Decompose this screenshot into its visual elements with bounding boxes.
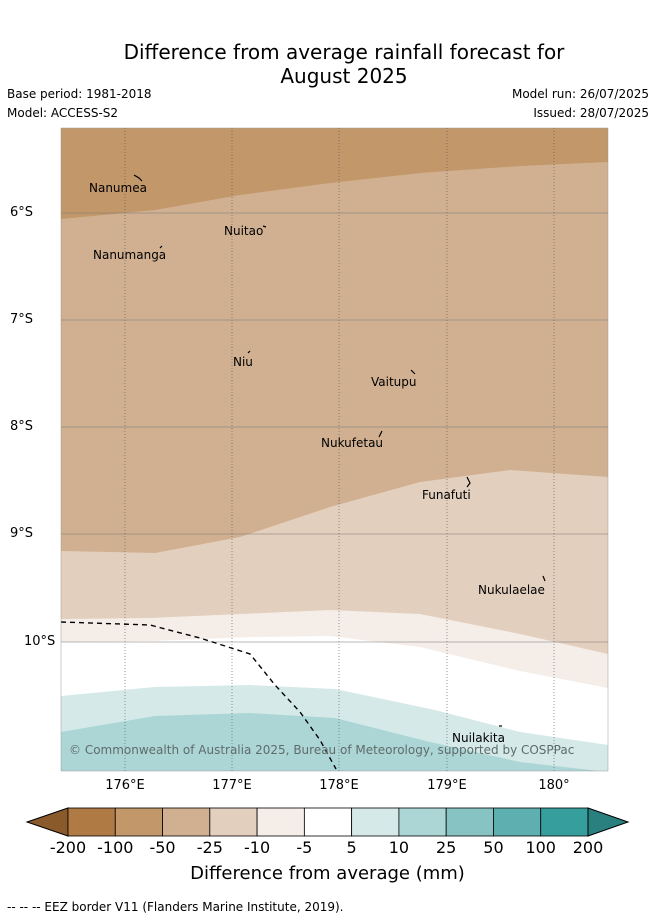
eez-border [61,621,337,770]
lat-label: 9°S [10,526,34,541]
colorbar-cell [445,807,494,837]
colorbar-tick: 100 [525,838,556,857]
colorbar-tick: 200 [572,838,604,857]
lat-label: 8°S [10,419,34,434]
band-pos-25 [61,713,608,771]
place-label: Nukufetau [321,436,383,450]
island-nukulaelae [542,575,546,582]
colorbar-tick: 50 [483,838,504,857]
place-label: Niu [233,355,253,369]
colorbar-cell [351,807,400,837]
lon-label: 179°E [427,778,467,793]
island-nuitao [262,225,267,228]
map-title: Difference from average rainfall forecas… [0,40,655,88]
base-period-label: Base period: 1981-2018 [7,87,152,101]
band-neg-25 [61,128,608,553]
issued-label: Issued: 28/07/2025 [533,106,649,120]
island-niu [247,350,251,354]
place-label: Nukulaelae [478,583,545,597]
lat-label: 7°S [10,312,34,327]
island-nanumea [133,174,143,182]
colorbar-cell [162,807,211,837]
place-label: Nuilakita [452,731,505,745]
place-label: Nanumea [89,181,147,195]
colorbar-tick: 25 [435,838,457,857]
place-label: Vaitupu [371,375,417,389]
copyright-text: © Commonwealth of Australia 2025, Bureau… [69,743,574,757]
place-label: Nanumanga [93,248,166,262]
colorbar-cell [398,807,447,837]
place-labels: Nanumea Nuitao Nanumanga Niu Vaitupu Nuk… [89,181,545,745]
place-label: Nuitao [224,224,263,238]
colorbar-tick: -200 [49,838,87,857]
gridlines [61,128,608,771]
colorbar-tick: -100 [97,838,134,857]
eez-legend-note: -- -- -- EEZ border V11 (Flanders Marine… [7,900,344,914]
colorbar-cells [67,807,589,837]
map-plot-area: Nanumea Nuitao Nanumanga Niu Vaitupu Nuk… [61,128,608,771]
lat-label: 10°S [24,634,56,649]
colorbar-cell [256,807,305,837]
colorbar-tick: -25 [196,838,223,857]
colorbar-cell [540,807,589,837]
lon-label: 178°E [319,778,359,793]
colorbar-tick: 5 [346,838,357,857]
colorbar-tick: -10 [244,838,271,857]
lon-label: 176°E [105,778,145,793]
colorbar-cell [114,807,163,837]
title-line-2: August 2025 [280,64,408,88]
colorbar-cell [67,807,116,837]
island-funafuti [466,476,471,488]
colorbar-cell [493,807,542,837]
colorbar-tick: 10 [388,838,410,857]
island-nanumanga [159,245,163,249]
colorbar-tick: -50 [149,838,176,857]
model-run-label: Model run: 26/07/2025 [511,87,649,101]
map-frame [60,127,609,772]
colorbar-extend-left [25,807,69,837]
lon-label: 177°E [212,778,252,793]
title-line-1: Difference from average rainfall forecas… [123,40,565,64]
lat-label: 6°S [10,205,34,220]
lon-label: 180° [538,778,570,793]
colorbar [25,807,630,837]
colorbar-title: Difference from average (mm) [190,863,465,884]
island-outlines [133,174,546,727]
colorbar-cell [303,807,353,837]
island-vaitupu [410,369,416,375]
colorbar-extend-right [587,807,630,837]
band-neg-50 [61,128,608,219]
colorbar-tick: -5 [296,838,313,857]
model-label: Model: ACCESS-S2 [7,106,119,120]
place-label: Funafuti [422,488,471,502]
island-nukufetau [378,430,383,438]
colorbar-cell [209,807,258,837]
